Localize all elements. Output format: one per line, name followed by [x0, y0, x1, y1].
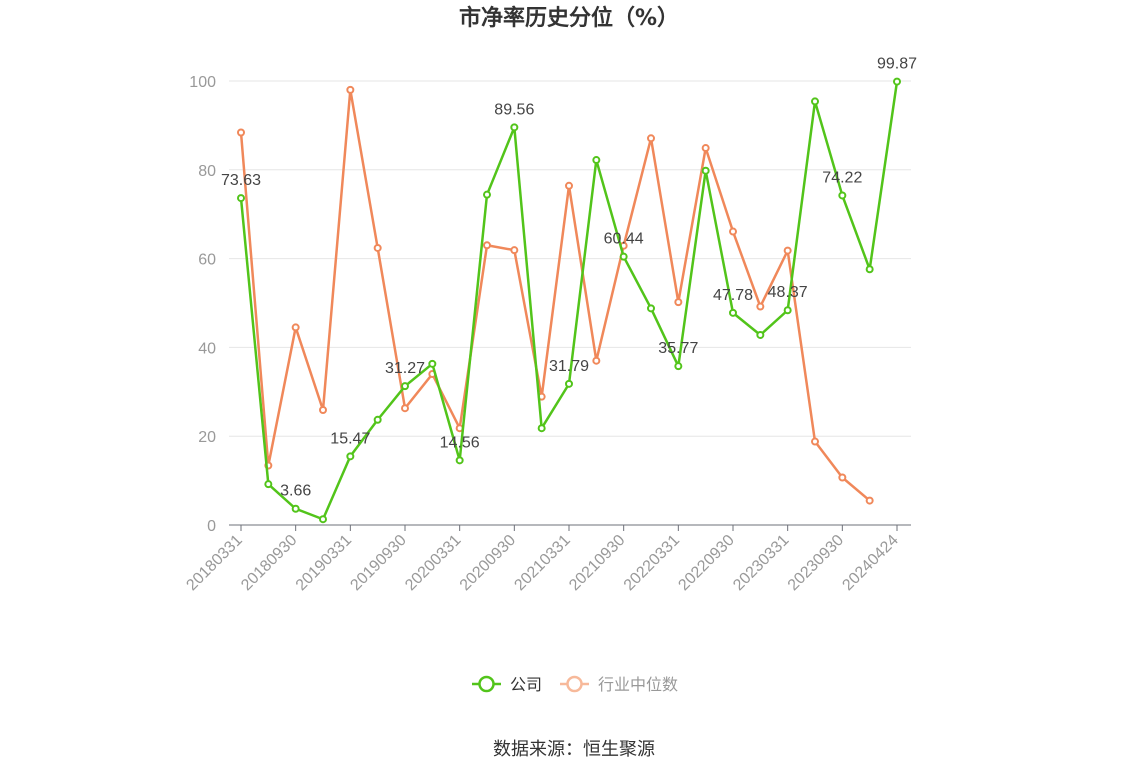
data-label: 47.78: [713, 287, 753, 304]
data-point[interactable]: [893, 77, 901, 86]
data-point[interactable]: [865, 496, 874, 505]
data-source-note: 数据来源：恒生聚源: [493, 739, 655, 760]
x-tick-label: 20230930: [785, 532, 847, 594]
data-label: 48.37: [768, 284, 808, 301]
legend-item-1[interactable]: 行业中位数: [560, 675, 678, 694]
data-point[interactable]: [401, 404, 409, 413]
data-point[interactable]: [701, 166, 710, 175]
data-point[interactable]: [729, 308, 737, 317]
data-point[interactable]: [783, 246, 792, 255]
data-point[interactable]: [401, 382, 409, 391]
x-tick-label: 20210930: [566, 532, 628, 594]
data-point[interactable]: [237, 194, 245, 203]
data-label: 3.66: [280, 483, 311, 500]
x-axis: 2018033120180930201903312019093020200331…: [183, 524, 911, 594]
x-tick-label: 20180930: [238, 532, 300, 594]
data-point[interactable]: [565, 379, 573, 388]
data-label: 15.47: [330, 430, 370, 447]
data-label: 31.79: [549, 358, 589, 375]
data-point[interactable]: [701, 144, 710, 153]
data-point[interactable]: [811, 97, 819, 106]
data-point[interactable]: [373, 415, 382, 424]
x-tick-label: 20200930: [457, 532, 519, 594]
data-point[interactable]: [483, 190, 491, 199]
data-point[interactable]: [729, 227, 737, 236]
data-point[interactable]: [237, 128, 245, 137]
data-point[interactable]: [537, 424, 546, 433]
series-line-1: [239, 88, 871, 502]
data-point[interactable]: [783, 306, 792, 315]
x-tick-label: 20200331: [402, 532, 464, 594]
data-point[interactable]: [865, 265, 874, 274]
x-tick-label: 20220930: [675, 532, 737, 594]
data-label: 89.56: [494, 101, 534, 118]
data-point[interactable]: [483, 241, 491, 250]
data-point[interactable]: [264, 480, 273, 489]
data-point[interactable]: [291, 323, 300, 332]
x-tick-label: 20190930: [347, 532, 409, 594]
data-point[interactable]: [674, 362, 683, 371]
series-layer: [237, 77, 901, 524]
legend-marker: [566, 675, 583, 693]
data-point[interactable]: [455, 456, 464, 465]
data-point[interactable]: [756, 302, 765, 311]
data-point[interactable]: [647, 134, 655, 143]
data-label: 74.22: [822, 169, 862, 186]
x-tick-label: 20230331: [730, 532, 792, 594]
y-tick-label: 80: [198, 163, 216, 180]
data-point[interactable]: [291, 504, 300, 513]
data-point[interactable]: [428, 359, 437, 368]
y-tick-label: 40: [198, 340, 216, 357]
chart-title: 市净率历史分位（%）: [459, 5, 679, 31]
data-point[interactable]: [319, 515, 327, 524]
data-label: 35.77: [658, 340, 698, 357]
legend-label: 行业中位数: [598, 675, 678, 694]
data-label: 31.27: [385, 360, 425, 377]
data-point[interactable]: [510, 123, 519, 132]
y-tick-label: 20: [198, 429, 216, 446]
data-point[interactable]: [565, 181, 573, 190]
y-tick-label: 100: [189, 74, 216, 91]
data-point[interactable]: [838, 473, 847, 482]
data-label: 14.56: [440, 434, 480, 451]
data-point[interactable]: [838, 191, 847, 200]
data-point[interactable]: [647, 304, 655, 313]
y-tick-label: 0: [207, 518, 216, 535]
x-tick-label: 20210331: [511, 532, 573, 594]
data-point[interactable]: [510, 246, 519, 255]
x-tick-label: 20220331: [621, 532, 683, 594]
x-tick-label: 20190331: [293, 532, 355, 594]
data-point[interactable]: [319, 406, 327, 415]
data-point[interactable]: [756, 330, 765, 339]
x-tick-label: 20240424: [839, 532, 901, 594]
y-tick-label: 60: [198, 252, 216, 269]
data-point[interactable]: [811, 437, 819, 446]
data-labels: 73.63 3.66 15.47 31.27 14.56 89.56 31.79 60.44 3…: [221, 56, 917, 500]
x-tick-label: 20180331: [183, 532, 245, 594]
data-label: 60.44: [604, 231, 644, 248]
legend-label: 公司: [510, 675, 542, 694]
data-point[interactable]: [619, 252, 628, 261]
legend[interactable]: 公司 行业中位数: [472, 675, 678, 694]
y-axis: 0 20 40 60 80 100: [189, 74, 216, 535]
legend-marker: [478, 675, 495, 693]
legend-item-0[interactable]: 公司: [472, 675, 542, 694]
data-point[interactable]: [592, 356, 601, 365]
data-label: 99.87: [877, 56, 917, 73]
data-point[interactable]: [373, 243, 382, 252]
data-point[interactable]: [346, 85, 355, 94]
data-label: 73.63: [221, 172, 261, 189]
data-point[interactable]: [592, 156, 601, 165]
data-point[interactable]: [674, 298, 683, 307]
data-point[interactable]: [346, 452, 355, 461]
